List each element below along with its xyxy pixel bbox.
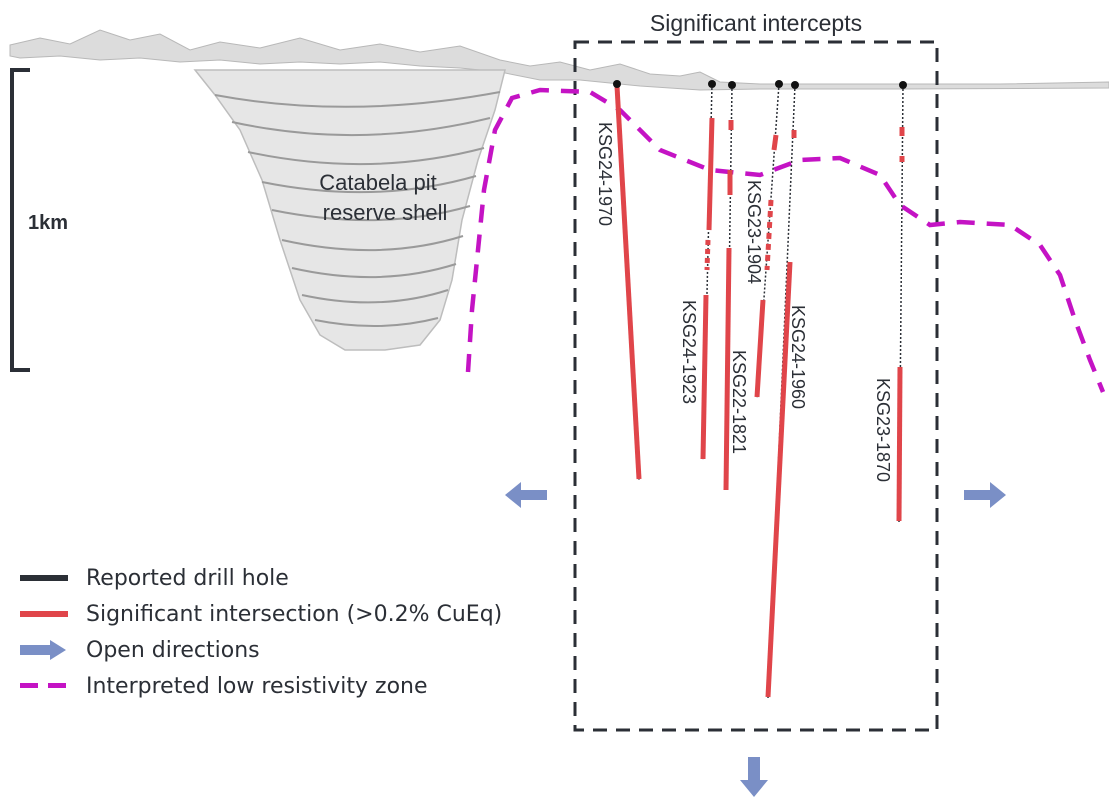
- legend: Reported drill hole Significant intersec…: [20, 560, 502, 704]
- significant-intercepts-box: [573, 40, 939, 732]
- open-direction-right-arrow-icon: [964, 482, 1006, 508]
- open-direction-down-arrow-icon: [740, 757, 768, 797]
- drill-hole-ksg24-1960: [765, 81, 799, 699]
- pit-label-line2: reserve shell: [323, 200, 448, 225]
- drill-hole-ksg24-1923: [700, 80, 716, 461]
- legend-magenta-dash-icon: [20, 676, 72, 696]
- drill-hole-ksg23-1870: [896, 81, 907, 523]
- legend-item-intersection: Significant intersection (>0.2% CuEq): [20, 596, 502, 632]
- legend-label: Significant intersection (>0.2% CuEq): [86, 601, 503, 627]
- low-resistivity-zone: [465, 87, 1106, 393]
- drill-hole-ksg23-1904: [754, 80, 783, 399]
- legend-blue-arrow-icon: [20, 640, 72, 660]
- pit-label-line1: Catabela pit: [319, 170, 436, 195]
- hole-label-ksg24-1960: KSG24-1960: [788, 305, 808, 409]
- open-direction-left-arrow-icon: [505, 482, 547, 508]
- hole-label-ksg23-1870: KSG23-1870: [873, 378, 893, 482]
- terrain-surface: [9, 29, 1109, 91]
- hole-label-ksg24-1923: KSG24-1923: [679, 300, 699, 404]
- box-title: Significant intercepts: [650, 10, 862, 36]
- drill-hole-ksg24-1970: [613, 80, 642, 481]
- scale-label: 1km: [28, 212, 68, 234]
- hole-label-ksg24-1970: KSG24-1970: [595, 122, 615, 226]
- drill-hole-ksg22-1821: [723, 81, 736, 491]
- drill-holes: [613, 80, 907, 699]
- legend-item-open-directions: Open directions: [20, 632, 502, 668]
- legend-black-line-icon: [20, 568, 72, 588]
- legend-red-line-icon: [20, 604, 72, 624]
- legend-label: Open directions: [86, 637, 260, 663]
- legend-item-resistivity: Interpreted low resistivity zone: [20, 668, 502, 704]
- open-direction-arrows: [505, 482, 1006, 797]
- hole-label-ksg23-1904: KSG23-1904: [744, 180, 764, 284]
- pit-reserve-shell: [193, 69, 506, 351]
- pit-benches: [214, 91, 501, 327]
- hole-label-ksg22-1821: KSG22-1821: [729, 350, 749, 454]
- scale-bar: [10, 68, 30, 372]
- legend-label: Interpreted low resistivity zone: [86, 673, 428, 699]
- legend-item-drill-hole: Reported drill hole: [20, 560, 502, 596]
- hole-labels: KSG24-1970 KSG24-1923 KSG22-1821 KSG23-1…: [595, 122, 893, 482]
- legend-label: Reported drill hole: [86, 565, 289, 591]
